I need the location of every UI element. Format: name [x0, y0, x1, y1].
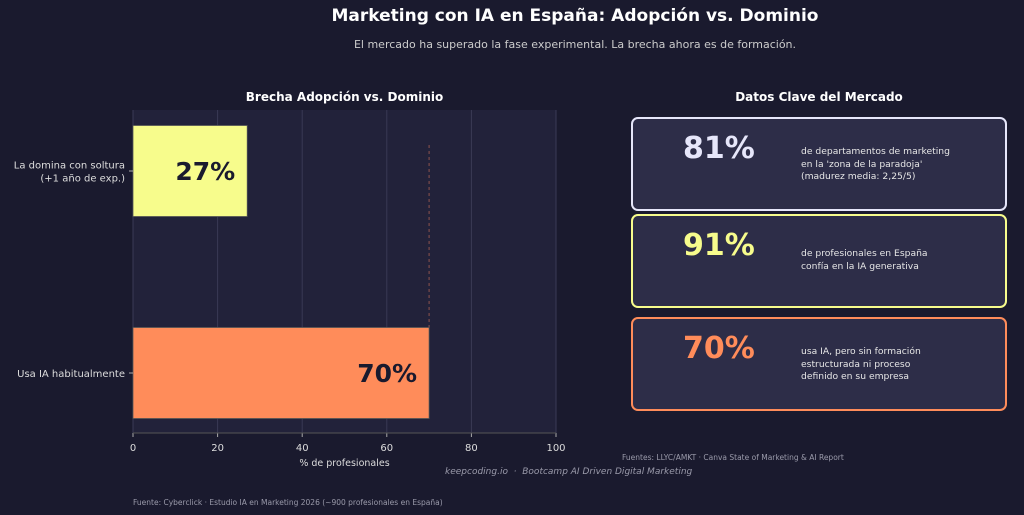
y-tick-label: La domina con soltura (+1 año de exp.): [14, 161, 125, 185]
bar: [132, 125, 248, 217]
brand-footer: keepcoding.io · Bootcamp AI Driven Digit…: [445, 467, 693, 477]
chart-title: Brecha Adopción vs. Dominio: [245, 90, 444, 104]
bar-data-label: 70%: [357, 359, 417, 388]
stat-description: de departamentos de marketing en la 'zon…: [801, 146, 950, 182]
bar-data-label: 27%: [175, 157, 235, 186]
stat-card-81: 81% de departamentos de marketing en la …: [631, 117, 1007, 211]
panel-title: Datos Clave del Mercado: [735, 90, 903, 104]
stat-description: usa IA, pero sin formación estructurada …: [801, 346, 921, 382]
stat-value: 91%: [683, 228, 755, 263]
x-tick-label: 60: [380, 443, 393, 454]
y-tick-label: Usa IA habitualmente: [17, 369, 125, 380]
chart-source: Fuente: Cyberclick · Estudio IA en Marke…: [133, 498, 443, 507]
x-axis-label: % de profesionales: [299, 458, 389, 469]
panel-source: Fuentes: LLYC/AMKT · Canva State of Mark…: [622, 453, 844, 462]
stat-description: de profesionales en España confía en la …: [801, 248, 928, 272]
x-tick-label: 40: [296, 443, 309, 454]
x-tick-label: 20: [211, 443, 224, 454]
bar: [132, 327, 430, 419]
x-tick-label: 0: [130, 443, 136, 454]
x-tick-label: 100: [546, 443, 565, 454]
stat-value: 81%: [683, 131, 755, 166]
x-tick-label: 80: [465, 443, 478, 454]
stat-value: 70%: [683, 331, 755, 366]
stat-card-91: 91% de profesionales en España confía en…: [631, 214, 1007, 308]
page-subtitle: El mercado ha superado la fase experimen…: [353, 38, 797, 51]
stat-card-70: 70% usa IA, pero sin formación estructur…: [631, 317, 1007, 411]
page-title: Marketing con IA en España: Adopción vs.…: [331, 6, 819, 26]
